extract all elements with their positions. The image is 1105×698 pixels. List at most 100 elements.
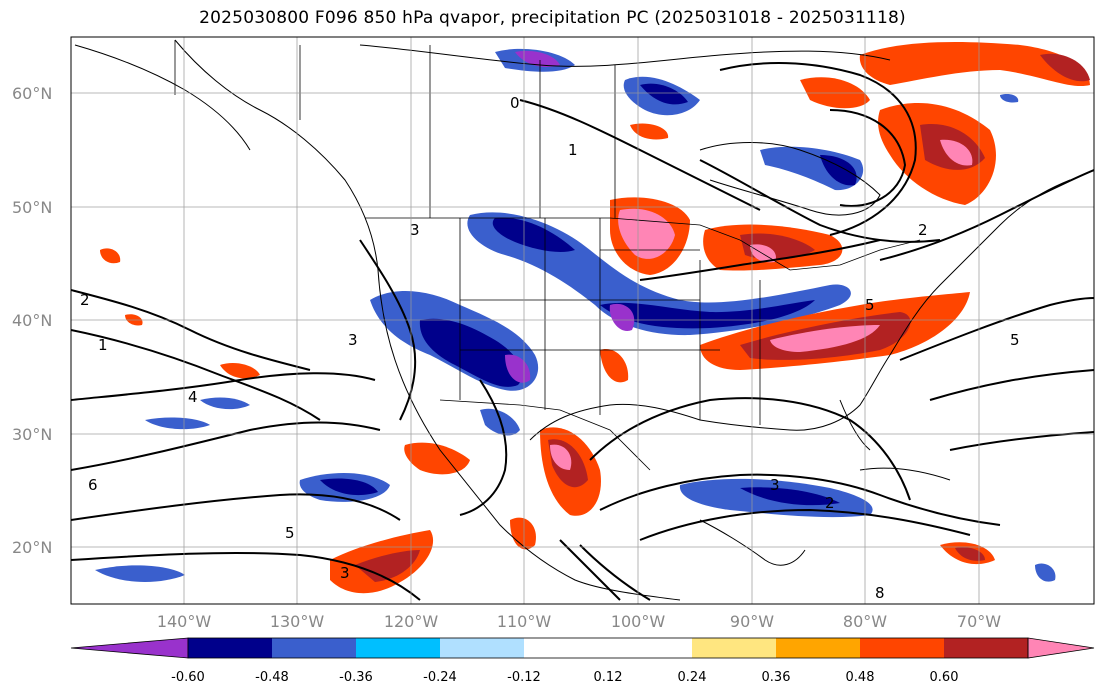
contour-label: 6 (88, 476, 98, 494)
neg-region-caribbean (1035, 563, 1056, 582)
colorbar-swatch (692, 638, 776, 658)
colorbar-tick-label: 0.60 (930, 670, 959, 685)
pos-region-mexico-w-pink (550, 444, 572, 470)
contour-label: 4 (188, 388, 198, 406)
contour-1 (71, 289, 311, 371)
pos-region-plains-n-core (618, 208, 675, 259)
contour-label: 1 (98, 336, 108, 354)
contour-label: 2 (80, 291, 90, 309)
contour-14 (579, 544, 651, 601)
coastline-florida (839, 399, 871, 451)
coastline-yucatan (699, 519, 806, 566)
coastlines (74, 39, 1071, 601)
lat-tick-label: 60°N (12, 84, 52, 103)
colorbar-tick-label: -0.48 (255, 670, 289, 685)
map-content: 1 2 3 4 5 6 0 1 3 2 3 5 5 2 3 8 (71, 37, 1094, 604)
contour-21 (879, 169, 1094, 261)
contour-22 (639, 239, 881, 281)
colorbar-swatch (524, 638, 608, 658)
contour-7 (519, 99, 761, 211)
neg-region-hawaii (145, 417, 210, 430)
contour-labels: 1 2 3 4 5 6 0 1 3 2 3 5 5 2 3 8 (80, 94, 1020, 602)
pos-region-arctic-n (859, 42, 1090, 87)
colorbar-extend-left (70, 637, 189, 659)
coastline-cuba (859, 467, 951, 481)
contour-11 (599, 473, 1001, 526)
neg-region-hudson-core (820, 155, 857, 186)
contour-15 (899, 297, 1094, 361)
lon-tick-label: 130°W (270, 612, 325, 631)
neg-region-mexico-pac-core (320, 478, 378, 496)
map-frame (70, 36, 1095, 605)
lat-tick-label: 50°N (12, 198, 52, 217)
lon-tick-label: 120°W (384, 612, 439, 631)
neg-region-westcoast-core (419, 318, 523, 387)
map-title: 2025030800 F096 850 hPa qvapor, precipit… (199, 8, 906, 28)
coastline-hudson (699, 142, 881, 216)
contour-16 (929, 369, 1094, 401)
colorbar-swatch (944, 638, 1028, 658)
gridlines (71, 37, 1094, 604)
contour-3 (71, 372, 376, 401)
colorbar-swatch (188, 638, 272, 658)
contour-label: 2 (825, 494, 835, 512)
border-us-canada (365, 217, 921, 271)
contour-8 (719, 62, 917, 236)
coastline-gulf (529, 354, 891, 441)
lat-tick-label: 20°N (12, 538, 52, 557)
neg-region-mid-pac (200, 397, 250, 410)
contour-9 (829, 109, 907, 207)
colorbar: -0.60 -0.48 -0.36 -0.24 -0.12 0.12 0.24 … (70, 637, 1095, 685)
pos-region-caribbean-core (955, 547, 985, 561)
colorbar-swatch (776, 638, 860, 658)
colorbar-tick-label: 0.12 (594, 670, 623, 685)
contour-label: 5 (865, 296, 875, 314)
contour-2 (71, 329, 321, 421)
pos-region-atlantic-ne (1040, 53, 1090, 82)
lon-tick-label: 100°W (611, 612, 666, 631)
colorbar-tick-label: -0.24 (423, 670, 457, 685)
contour-label: 3 (770, 476, 780, 494)
contour-17 (949, 431, 1094, 451)
contour-13 (559, 539, 621, 601)
neg-region-plains-purple (609, 303, 635, 331)
neg-region-southpac (95, 565, 185, 582)
qvapor-contours (71, 62, 1094, 601)
contour-label: 3 (340, 564, 350, 582)
lat-axis: 60°N 50°N 40°N 30°N 20°N (12, 84, 52, 557)
contour-label: 3 (410, 221, 420, 239)
colorbar-tick-label: 0.36 (762, 670, 791, 685)
colorbar-tick-label: 0.24 (678, 670, 707, 685)
neg-region-atlantic (1000, 93, 1019, 103)
colorbar-frame (187, 637, 1029, 659)
contour-label: 5 (1010, 331, 1020, 349)
lon-axis: 140°W 130°W 120°W 110°W 100°W 90°W 80°W … (157, 612, 1001, 631)
pos-region-pac-nw (100, 248, 121, 264)
contour-label: 8 (875, 584, 885, 602)
pos-region-labrador-pink (940, 139, 973, 166)
contour-12 (639, 508, 971, 541)
colorbar-tick-label: -0.60 (171, 670, 205, 685)
pos-region-eastcoast-pink (770, 325, 880, 352)
pos-region-pac-mid (220, 363, 260, 379)
coastline-pacific (174, 39, 681, 601)
contour-10 (589, 397, 911, 501)
neg-region-plains-core (600, 300, 815, 329)
contour-label: 3 (348, 331, 358, 349)
neg-region-arctic-purple (515, 50, 560, 68)
lon-tick-label: 70°W (957, 612, 1001, 631)
contour-6 (71, 551, 421, 601)
pos-region-canada-nc (630, 123, 669, 140)
contour-20 (699, 159, 941, 243)
lon-tick-label: 140°W (157, 612, 212, 631)
pos-region-pac-sw-core (355, 550, 420, 582)
coastline-arctic (359, 44, 891, 67)
colorbar-swatch (440, 638, 524, 658)
contour-19 (459, 379, 508, 516)
contour-5 (71, 493, 401, 521)
lon-tick-label: 90°W (730, 612, 774, 631)
colorbar-swatch (272, 638, 356, 658)
pos-region-sw-us (600, 349, 629, 383)
contour-label: 5 (285, 524, 295, 542)
